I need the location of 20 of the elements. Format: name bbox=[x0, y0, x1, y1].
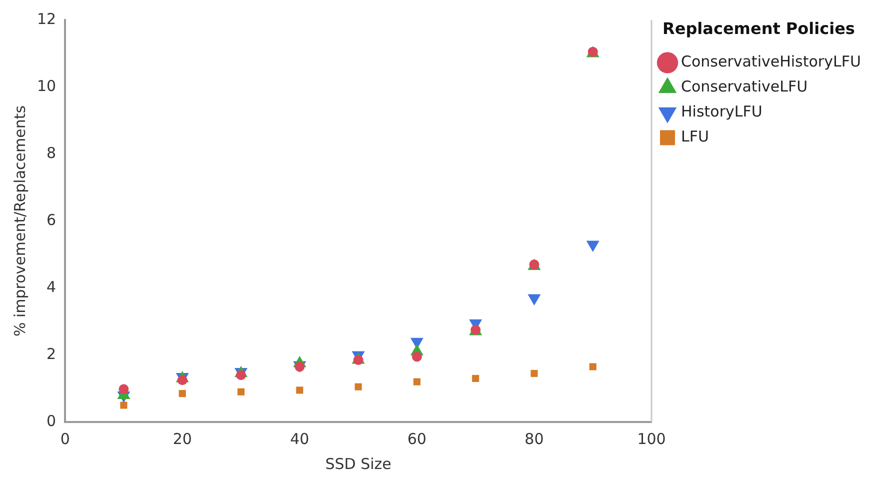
legend-label: LFU bbox=[681, 128, 709, 146]
legend-label: ConservativeLFU bbox=[681, 78, 808, 96]
y-tick-label: 2 bbox=[46, 344, 56, 363]
y-tick-label: 0 bbox=[46, 412, 56, 430]
y-axis-title: % improvement/Replacements bbox=[10, 105, 29, 337]
y-tick-label: 4 bbox=[46, 278, 56, 296]
y-tick-label: 12 bbox=[36, 10, 56, 28]
x-tick-label: 20 bbox=[172, 430, 192, 448]
legend-label: HistoryLFU bbox=[681, 102, 762, 121]
x-axis-title: SSD Size bbox=[325, 454, 392, 473]
legend-title: Replacement Policies bbox=[662, 19, 855, 38]
x-tick-label: 40 bbox=[290, 430, 310, 448]
x-tick-label: 60 bbox=[407, 430, 426, 448]
y-tick-label: 8 bbox=[46, 144, 56, 162]
x-tick-label: 80 bbox=[524, 430, 544, 448]
legend-label: ConservativeHistoryLFU bbox=[681, 52, 861, 71]
y-tick-label: 10 bbox=[36, 76, 56, 95]
x-tick-label: 100 bbox=[637, 430, 666, 448]
x-tick-label: 0 bbox=[60, 430, 70, 448]
y-tick-label: 6 bbox=[46, 210, 56, 229]
